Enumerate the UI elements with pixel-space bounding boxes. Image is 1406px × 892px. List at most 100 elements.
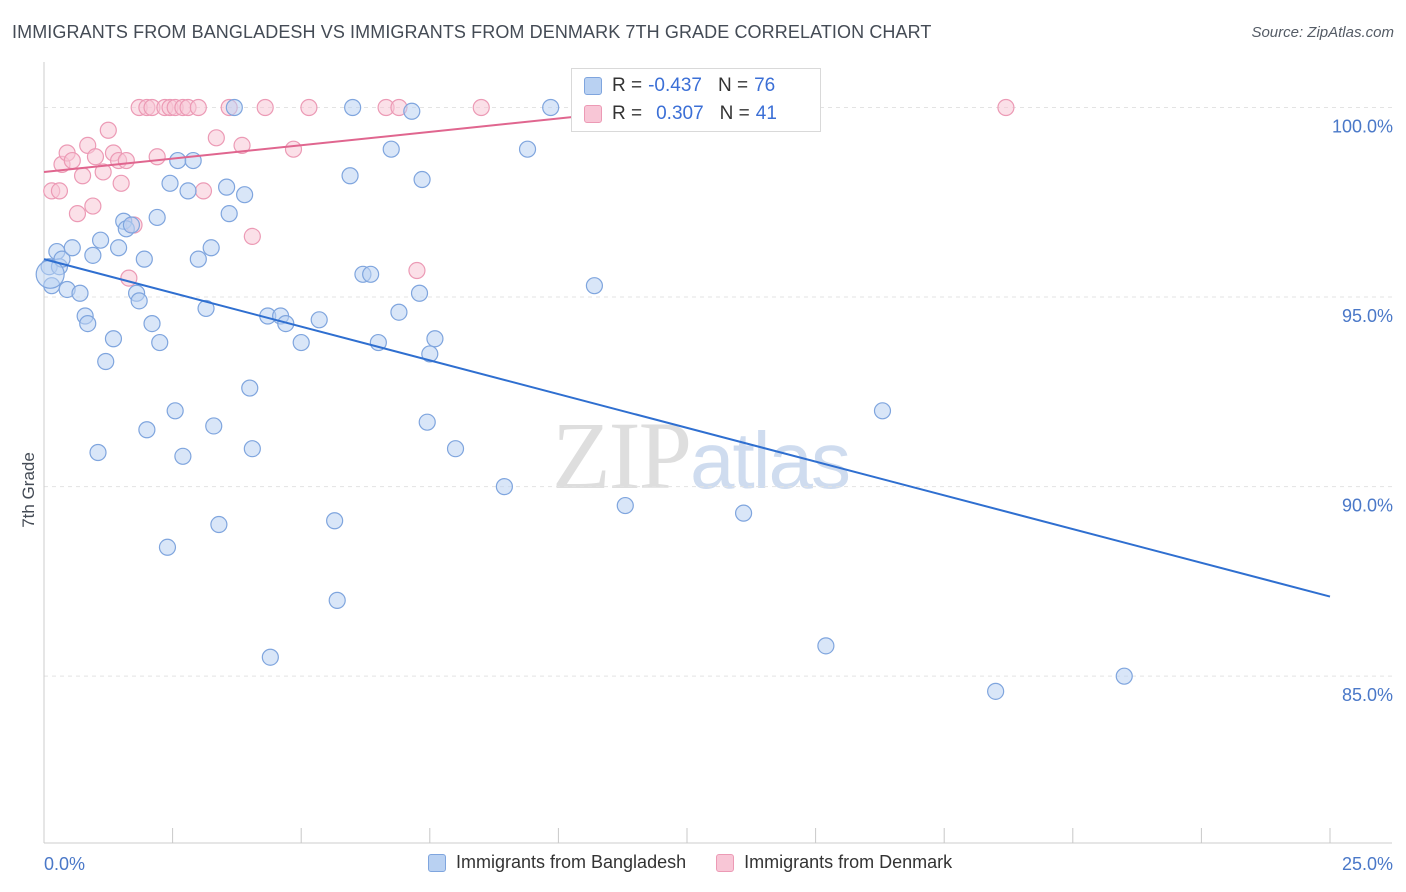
bangladesh-point — [418, 413, 436, 431]
bangladesh-point — [328, 591, 346, 609]
n-value: 76 — [754, 75, 776, 96]
bangladesh-point — [151, 333, 169, 352]
denmark-point — [68, 205, 87, 223]
denmark-point — [408, 261, 426, 280]
bangladesh-point — [130, 292, 148, 310]
bangladesh-point — [236, 186, 254, 204]
bangladesh-point — [63, 239, 81, 257]
watermark-zip: ZIP — [552, 402, 692, 509]
trend-lines — [43, 112, 1331, 598]
bangladesh-swatch — [428, 853, 446, 872]
bangladesh-point — [310, 311, 328, 329]
bangladesh-point — [148, 208, 166, 227]
legend-item-bangladesh[interactable]: Immigrants from Bangladesh — [428, 852, 686, 873]
bangladesh-point — [135, 250, 153, 268]
denmark-point — [194, 182, 213, 200]
bangladesh-point — [542, 98, 560, 117]
bangladesh-point — [243, 440, 261, 458]
bangladesh-point — [161, 174, 179, 192]
r-label: R = — [612, 103, 643, 124]
bangladesh-point — [413, 170, 431, 189]
bangladesh-point — [1115, 667, 1133, 685]
bangladesh-point — [410, 284, 429, 302]
bangladesh-point — [35, 259, 65, 289]
denmark-point — [207, 129, 225, 147]
stats-legend-row-denmark: R = 0.307 N = 41 — [584, 101, 777, 127]
denmark-point — [148, 148, 166, 166]
denmark-point — [84, 197, 102, 215]
bangladesh-point — [122, 216, 141, 234]
bangladesh-point — [189, 250, 207, 268]
bangladesh-point — [109, 239, 128, 257]
bangladesh-point — [382, 140, 400, 158]
bangladesh-point — [166, 402, 184, 420]
x-tick-label: 0.0% — [44, 854, 85, 874]
bangladesh-point — [616, 496, 634, 515]
bangladesh-point — [446, 440, 465, 458]
bangladesh-point — [205, 417, 223, 435]
bangladesh-point — [817, 637, 835, 655]
denmark-point — [117, 151, 135, 170]
series-legend: Immigrants from Bangladesh Immigrants fr… — [428, 852, 982, 873]
bangladesh-point — [202, 239, 220, 257]
bangladesh-point — [174, 447, 192, 465]
bangladesh-point — [218, 178, 236, 196]
bangladesh-point — [84, 246, 102, 264]
series-denmark-points — [43, 98, 1015, 287]
r-value: -0.437 — [648, 75, 702, 96]
bangladesh-point — [91, 231, 110, 249]
y-tick-label: 95.0% — [1342, 306, 1393, 326]
legend-label-bangladesh: Immigrants from Bangladesh — [456, 852, 687, 872]
bangladesh-point — [241, 379, 259, 397]
n-value: 41 — [755, 103, 777, 124]
stats-legend-row-bangladesh: R = -0.437 N = 76 — [584, 73, 775, 99]
denmark-point — [472, 98, 490, 117]
y-tick-label: 85.0% — [1342, 685, 1393, 705]
denmark-point — [86, 148, 105, 166]
y-tick-label: 100.0% — [1332, 116, 1393, 136]
source-label: Source: ZipAtlas.com — [1251, 24, 1394, 41]
r-label: R = — [612, 75, 643, 96]
denmark-point — [284, 140, 303, 158]
bangladesh-point — [326, 512, 344, 530]
bangladesh-point — [89, 443, 107, 462]
denmark-point — [256, 98, 274, 117]
denmark-point — [94, 163, 112, 181]
stats-legend: R = -0.437 N = 76 R = 0.307 N = 41 — [571, 68, 821, 132]
bangladesh-point — [225, 98, 243, 117]
denmark-point — [300, 98, 318, 117]
series-bangladesh-points — [35, 98, 1133, 700]
bangladesh-point — [79, 314, 97, 333]
bangladesh-point — [158, 538, 177, 556]
bangladesh-point — [362, 265, 380, 283]
denmark-point — [50, 182, 69, 200]
denmark-point — [63, 151, 81, 170]
legend-item-denmark[interactable]: Immigrants from Denmark — [716, 852, 952, 873]
denmark-swatch — [584, 105, 602, 123]
chart-title: IMMIGRANTS FROM BANGLADESH VS IMMIGRANTS… — [12, 22, 932, 42]
denmark-point — [243, 227, 261, 245]
bangladesh-point — [344, 98, 362, 117]
denmark-point — [73, 167, 92, 185]
bangladesh-point — [104, 330, 123, 348]
bangladesh-point — [210, 515, 228, 534]
bangladesh-point — [197, 299, 215, 318]
watermark-atlas: atlas — [690, 416, 851, 505]
bangladesh-point — [495, 478, 513, 496]
denmark-point — [112, 174, 130, 192]
x-tick-label: 25.0% — [1342, 854, 1393, 874]
r-value: 0.307 — [656, 103, 704, 124]
bangladesh-point — [987, 682, 1005, 700]
n-label: N = — [717, 75, 749, 96]
bangladesh-point — [71, 284, 89, 302]
y-axis-label: 7th Grade — [19, 452, 38, 528]
bangladesh-point — [169, 151, 187, 170]
denmark-swatch — [716, 853, 735, 872]
bangladesh-point — [341, 167, 359, 185]
bangladesh-point — [403, 102, 421, 120]
denmark-point — [189, 98, 207, 117]
denmark-trend-line — [43, 112, 610, 173]
bangladesh-point — [390, 303, 408, 321]
bangladesh-swatch — [584, 77, 602, 95]
bangladesh-point — [426, 330, 444, 348]
